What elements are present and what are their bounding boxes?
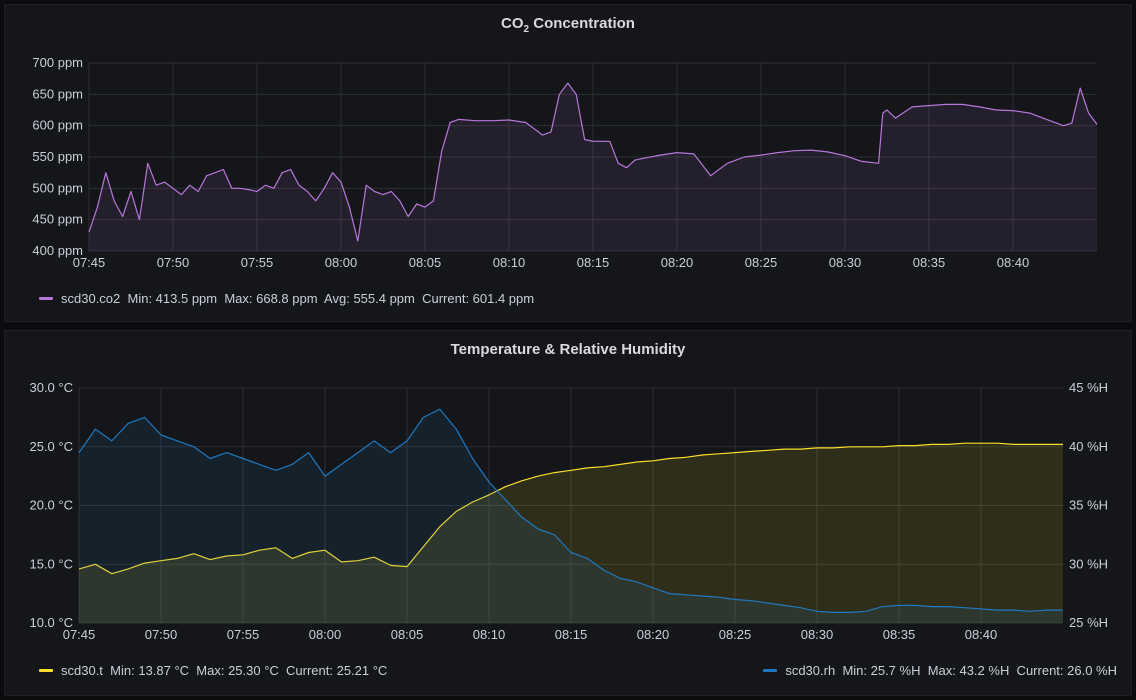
x-tick-label: 08:40	[997, 255, 1030, 270]
x-tick-label: 08:35	[913, 255, 946, 270]
x-tick-label: 08:30	[801, 627, 834, 642]
temperature-legend-series: scd30.t	[61, 663, 103, 678]
x-tick-label: 08:40	[965, 627, 998, 642]
x-tick-label: 07:50	[157, 255, 190, 270]
scd30-rh-area	[79, 409, 1063, 623]
humidity-legend-swatch	[763, 669, 778, 672]
grid	[78, 387, 1063, 624]
scd30-co2-area	[89, 83, 1097, 251]
y-right-tick-label: 45 %H	[1069, 380, 1108, 395]
humidity-legend[interactable]: scd30.rh Min: 25.7 %H Max: 43.2 %H Curre…	[763, 663, 1117, 678]
x-tick-label: 08:10	[493, 255, 526, 270]
temp-humidity-chart[interactable]: 07:45 07:50 07:55 08:00 08:05 08:10 08:15 08:20…	[5, 331, 1131, 695]
x-tick-label: 08:20	[661, 255, 694, 270]
x-tick-label: 08:35	[883, 627, 916, 642]
co2-panel-title: CO2 Concentration	[5, 15, 1131, 35]
co2-chart[interactable]: 07:45 07:50 07:55 08:00 08:05 08:10 08:15 08:20…	[5, 5, 1131, 321]
x-tick-label: 07:50	[145, 627, 178, 642]
x-tick-label: 08:05	[391, 627, 424, 642]
x-tick-label: 07:55	[241, 255, 274, 270]
co2-legend-series: scd30.co2	[61, 291, 121, 306]
y-right-tick-label: 25 %H	[1069, 615, 1108, 630]
scd30-t-line	[78, 442, 1063, 575]
co2-legend-stats: Min: 413.5 ppm Max: 668.8 ppm Avg: 555.4…	[127, 291, 535, 306]
x-tick-label: 08:15	[555, 627, 588, 642]
y-right-tick-label: 30 %H	[1069, 556, 1108, 571]
y-tick-label: 450 ppm	[32, 212, 83, 227]
scd30-rh-line	[78, 408, 1063, 613]
y-tick-label: 550 ppm	[32, 149, 83, 164]
co2-title-main: CO	[501, 15, 524, 32]
y-tick-label: 700 ppm	[32, 55, 83, 70]
y-right-tick-label: 35 %H	[1069, 498, 1108, 513]
co2-title-rest: Concentration	[529, 15, 635, 32]
x-tick-label: 08:00	[325, 255, 358, 270]
x-tick-label: 07:55	[227, 627, 260, 642]
temperature-legend-stats: Min: 13.87 °C Max: 25.30 °C Current: 25.…	[110, 663, 388, 678]
y-tick-label: 25.0 °C	[29, 439, 73, 454]
temperature-legend[interactable]: scd30.t Min: 13.87 °C Max: 25.30 °C Curr…	[39, 663, 387, 678]
y-tick-label: 650 ppm	[32, 86, 83, 101]
grid	[88, 62, 1097, 252]
y-tick-label: 10.0 °C	[29, 615, 73, 630]
y-tick-label: 500 ppm	[32, 180, 83, 195]
x-tick-label: 08:25	[719, 627, 752, 642]
humidity-legend-stats: Min: 25.7 %H Max: 43.2 %H Current: 26.0 …	[842, 663, 1117, 678]
co2-legend[interactable]: scd30.co2 Min: 413.5 ppm Max: 668.8 ppm …	[39, 291, 534, 306]
y-tick-label: 400 ppm	[32, 243, 83, 258]
x-tick-label: 08:25	[745, 255, 778, 270]
x-tick-label: 08:00	[309, 627, 342, 642]
x-tick-label: 08:10	[473, 627, 506, 642]
x-tick-label: 08:05	[409, 255, 442, 270]
x-tick-label: 08:30	[829, 255, 862, 270]
co2-panel: CO2 Concentration 07:45 07:50 07:55 08:00 08…	[4, 4, 1132, 322]
x-tick-label: 08:15	[577, 255, 610, 270]
y-tick-label: 15.0 °C	[29, 556, 73, 571]
temp-humidity-panel-title: Temperature & Relative Humidity	[450, 341, 686, 358]
y-tick-label: 30.0 °C	[29, 380, 73, 395]
co2-title-sub: 2	[523, 24, 530, 35]
co2-legend-swatch	[39, 297, 53, 300]
x-tick-label: 08:20	[637, 627, 670, 642]
temperature-legend-swatch	[39, 669, 53, 672]
temp-humidity-panel: Temperature & Relative Humidity 07:45 07:…	[4, 330, 1132, 696]
humidity-legend-series: scd30.rh	[785, 663, 836, 678]
x-tick-label: 07:45	[63, 627, 96, 642]
y-right-tick-label: 40 %H	[1069, 439, 1108, 454]
y-tick-label: 600 ppm	[32, 118, 83, 133]
y-tick-label: 20.0 °C	[29, 498, 73, 513]
x-tick-label: 07:45	[73, 255, 106, 270]
scd30-t-area	[79, 443, 1063, 623]
scd30-co2-line	[88, 82, 1098, 242]
